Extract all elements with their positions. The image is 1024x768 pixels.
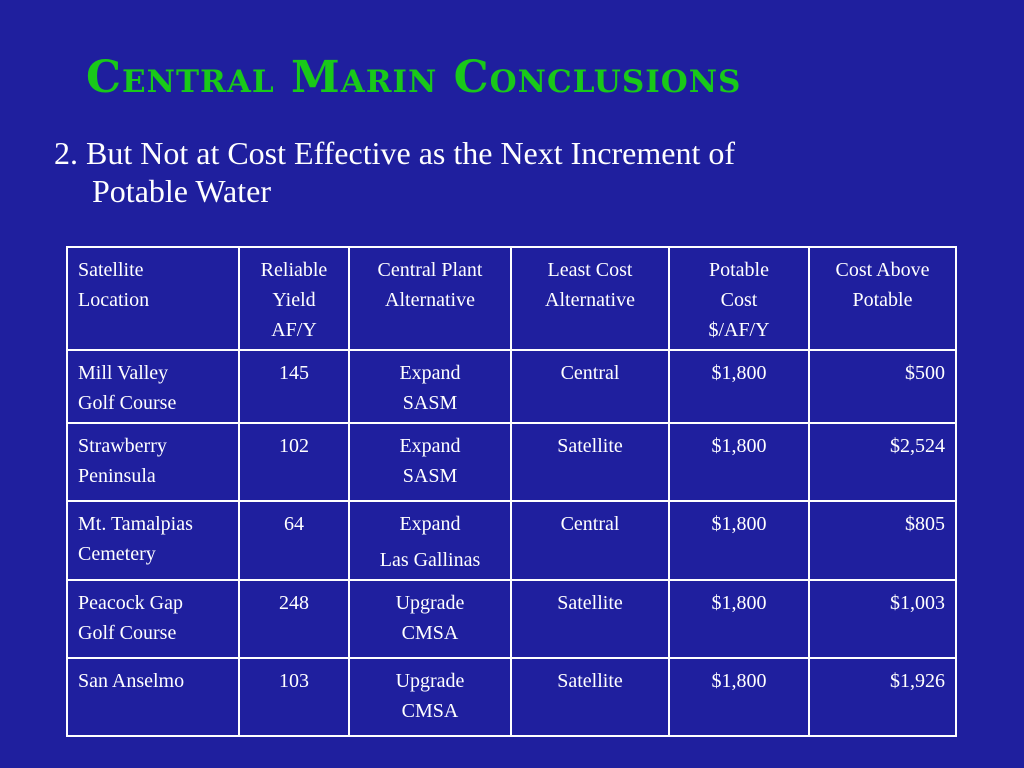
cell-text: SASM bbox=[402, 392, 458, 414]
table-row: Strawberry Peninsula 102 Expand SASM Sat… bbox=[66, 422, 957, 502]
header-text: Reliable bbox=[260, 259, 328, 281]
header-satellite-location: Satellite Location bbox=[66, 246, 240, 351]
cell-text: Strawberry bbox=[78, 435, 167, 457]
slide-title: Central Marin Conclusions bbox=[86, 52, 742, 103]
cell-least-cost: Satellite bbox=[510, 657, 670, 737]
cell-text: San Anselmo bbox=[78, 670, 185, 692]
table-row: San Anselmo 103 Upgrade CMSA Satellite $… bbox=[66, 657, 957, 737]
header-text: $/AF/Y bbox=[708, 319, 770, 341]
subtitle-number: 2. bbox=[54, 135, 78, 171]
cell-cost-above: $1,926 bbox=[808, 657, 957, 737]
header-text: Least Cost bbox=[547, 259, 633, 281]
cell-potable-cost: $1,800 bbox=[668, 657, 810, 737]
cell-potable-cost: $1,800 bbox=[668, 349, 810, 424]
header-text: AF/Y bbox=[271, 319, 317, 341]
cell-text: Peacock Gap bbox=[78, 592, 183, 614]
table-row: Mt. Tamalpias Cemetery 64 Expand Las Gal… bbox=[66, 500, 957, 581]
cell-text: Peninsula bbox=[78, 465, 156, 487]
header-least-cost-alternative: Least Cost Alternative bbox=[510, 246, 670, 351]
cell-text: CMSA bbox=[401, 622, 459, 644]
header-text: Potable bbox=[709, 259, 769, 281]
cell-text: Golf Course bbox=[78, 392, 177, 414]
cell-text: Expand bbox=[399, 513, 461, 535]
cell-least-cost: Satellite bbox=[510, 422, 670, 502]
conclusions-table: Satellite Location Reliable Yield AF/Y C… bbox=[66, 246, 957, 737]
cell-least-cost: Satellite bbox=[510, 579, 670, 659]
cell-cost-above: $805 bbox=[808, 500, 957, 581]
subtitle-line-1: But Not at Cost Effective as the Next In… bbox=[86, 135, 735, 171]
cell-text: Mill Valley bbox=[78, 362, 169, 384]
cell-potable-cost: $1,800 bbox=[668, 422, 810, 502]
cell-least-cost: Central bbox=[510, 500, 670, 581]
cell-yield: 102 bbox=[238, 422, 350, 502]
cell-yield: 145 bbox=[238, 349, 350, 424]
header-text: Potable bbox=[852, 289, 913, 311]
cell-potable-cost: $1,800 bbox=[668, 579, 810, 659]
cell-cost-above: $500 bbox=[808, 349, 957, 424]
header-text: Yield bbox=[272, 289, 316, 311]
subtitle-line-2: Potable Water bbox=[92, 173, 271, 209]
header-text: Location bbox=[78, 289, 150, 311]
header-cost-above-potable: Cost Above Potable bbox=[808, 246, 957, 351]
cell-cost-above: $1,003 bbox=[808, 579, 957, 659]
cell-text: Cemetery bbox=[78, 543, 156, 565]
cell-central-plant: Expand SASM bbox=[348, 422, 512, 502]
cell-text: CMSA bbox=[401, 700, 459, 722]
cell-location: Mill Valley Golf Course bbox=[66, 349, 240, 424]
header-central-plant-alternative: Central Plant Alternative bbox=[348, 246, 512, 351]
cell-least-cost: Central bbox=[510, 349, 670, 424]
cell-text: SASM bbox=[402, 465, 458, 487]
header-text: Satellite bbox=[78, 259, 144, 281]
header-text: Alternative bbox=[545, 289, 635, 311]
cell-location: San Anselmo bbox=[66, 657, 240, 737]
header-text: Cost Above bbox=[835, 259, 930, 281]
cell-yield: 103 bbox=[238, 657, 350, 737]
cell-text: Upgrade bbox=[395, 670, 465, 692]
cell-location: Strawberry Peninsula bbox=[66, 422, 240, 502]
cell-text: Expand bbox=[399, 362, 461, 384]
cell-location: Peacock Gap Golf Course bbox=[66, 579, 240, 659]
cell-location: Mt. Tamalpias Cemetery bbox=[66, 500, 240, 581]
table-header-row: Satellite Location Reliable Yield AF/Y C… bbox=[66, 246, 957, 351]
cell-yield: 248 bbox=[238, 579, 350, 659]
cell-text: Mt. Tamalpias bbox=[78, 513, 193, 535]
header-text: Cost bbox=[720, 289, 758, 311]
table-row: Mill Valley Golf Course 145 Expand SASM … bbox=[66, 349, 957, 424]
cell-central-plant: Expand SASM bbox=[348, 349, 512, 424]
cell-yield: 64 bbox=[238, 500, 350, 581]
header-potable-cost: Potable Cost $/AF/Y bbox=[668, 246, 810, 351]
cell-central-plant: Upgrade CMSA bbox=[348, 657, 512, 737]
cell-text: Upgrade bbox=[395, 592, 465, 614]
cell-potable-cost: $1,800 bbox=[668, 500, 810, 581]
table-row: Peacock Gap Golf Course 248 Upgrade CMSA… bbox=[66, 579, 957, 659]
header-text: Alternative bbox=[385, 289, 475, 311]
slide-subtitle: 2. But Not at Cost Effective as the Next… bbox=[54, 134, 954, 210]
cell-text: Las Gallinas bbox=[379, 549, 481, 571]
cell-central-plant: Expand Las Gallinas bbox=[348, 500, 512, 581]
cell-cost-above: $2,524 bbox=[808, 422, 957, 502]
cell-text: Expand bbox=[399, 435, 461, 457]
cell-central-plant: Upgrade CMSA bbox=[348, 579, 512, 659]
header-reliable-yield: Reliable Yield AF/Y bbox=[238, 246, 350, 351]
header-text: Central Plant bbox=[377, 259, 483, 281]
cell-text: Golf Course bbox=[78, 622, 177, 644]
